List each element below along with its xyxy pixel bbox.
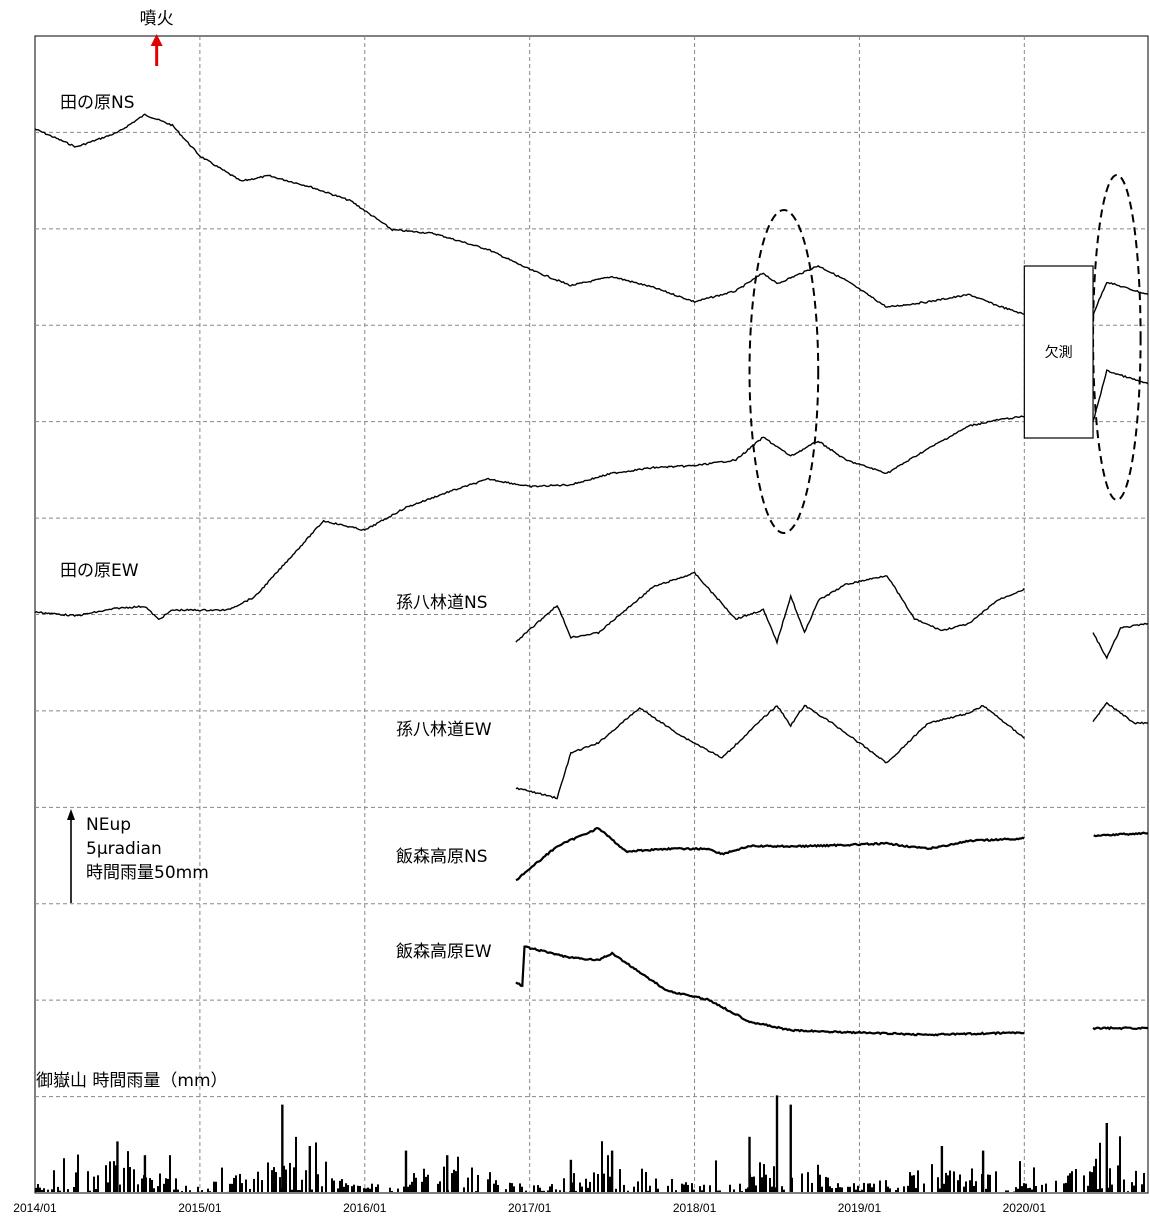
series-label: 孫八林道EW	[396, 720, 492, 740]
highlight-ellipses	[748, 174, 1142, 534]
series-line	[34, 415, 1025, 621]
series-line	[34, 113, 1025, 315]
highlight-ellipse	[1092, 174, 1142, 501]
rainfall-bars	[35, 1095, 1145, 1192]
series-line	[1092, 1026, 1149, 1031]
x-tick-label: 2017/01	[508, 1201, 552, 1215]
missing-data-label: 欠測	[1045, 345, 1073, 361]
x-tick-label: 2015/01	[178, 1201, 222, 1215]
series-label: 飯森高原NS	[396, 847, 488, 867]
series-label: 田の原NS	[60, 93, 135, 113]
series-line	[515, 826, 1025, 882]
x-tick-label: 2019/01	[838, 1201, 882, 1215]
series-line	[515, 945, 1025, 1037]
eruption-label: 噴火	[140, 9, 174, 29]
x-tick-label: 2020/01	[1003, 1201, 1047, 1215]
scale-bar: NEup 5μradian 時間雨量50mm	[67, 809, 209, 903]
series-line	[515, 704, 1025, 800]
series-line	[515, 571, 1025, 646]
scale-label-2: 5μradian	[86, 839, 162, 859]
series-label: 孫八林道NS	[396, 593, 488, 613]
series-line	[1092, 701, 1148, 725]
rainfall-label: 御嶽山 時間雨量（mm）	[36, 1071, 228, 1091]
x-tick-label: 2018/01	[673, 1201, 717, 1215]
scale-label-3: 時間雨量50mm	[86, 863, 209, 883]
plot-grid	[34, 35, 1149, 1194]
tilt-series	[34, 113, 1149, 1037]
series-line	[1092, 622, 1149, 660]
series-line	[1093, 831, 1149, 838]
missing-data-box	[1023, 265, 1094, 439]
scale-label-1: NEup	[86, 815, 131, 835]
series-label: 田の原EW	[60, 561, 139, 581]
x-tick-label: 2016/01	[343, 1201, 387, 1215]
highlight-ellipse	[748, 209, 820, 534]
x-tick-label: 2014/01	[13, 1201, 57, 1215]
x-axis-ticks: 2014/01 2015/01 2016/01 2017/01 2018/01 2019/…	[13, 1201, 1046, 1215]
series-labels: 田の原NS 田の原EW 孫八林道NS 孫八林道EW 飯森高原NS 飯森高原EW	[60, 93, 492, 962]
series-label: 飯森高原EW	[396, 942, 492, 962]
eruption-marker: 噴火	[140, 9, 174, 66]
